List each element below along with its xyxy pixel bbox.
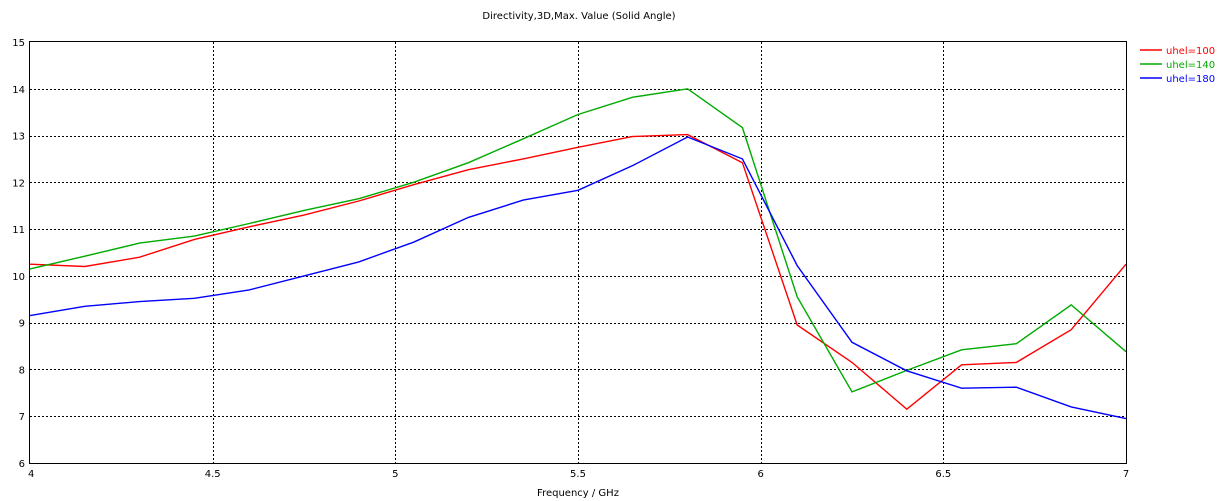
x-tick-label: 7 bbox=[1123, 469, 1129, 480]
y-tick-label: 9 bbox=[19, 319, 25, 330]
y-tick-label: 13 bbox=[12, 132, 25, 143]
y-tick-label: 11 bbox=[12, 225, 25, 236]
y-tick-label: 6 bbox=[19, 459, 25, 470]
grid-lines bbox=[30, 42, 1126, 463]
series-line-uhel=180 bbox=[29, 136, 1127, 420]
x-tick-label: 4 bbox=[28, 469, 34, 480]
series-line-uhel=100 bbox=[29, 133, 1127, 411]
y-tick-label: 14 bbox=[12, 85, 25, 96]
y-tick-label: 15 bbox=[12, 38, 25, 49]
legend-label: uhel=180 bbox=[1166, 74, 1215, 85]
series-line-uhel=140 bbox=[29, 88, 1127, 393]
y-tick-label: 10 bbox=[12, 272, 25, 283]
x-tick-label: 6 bbox=[757, 469, 763, 480]
chart-title: Directivity,3D,Max. Value (Solid Angle) bbox=[482, 11, 675, 22]
series-lines bbox=[29, 88, 1127, 420]
y-tick-label: 7 bbox=[19, 412, 25, 423]
x-tick-label: 5 bbox=[392, 469, 398, 480]
legend-label: uhel=100 bbox=[1166, 46, 1215, 57]
y-tick-label: 12 bbox=[12, 178, 25, 189]
plot-frame bbox=[29, 41, 1127, 464]
x-tick-label: 5.5 bbox=[570, 469, 586, 480]
legend: uhel=100 uhel=140 uhel=180 bbox=[1140, 46, 1215, 85]
x-tick-label: 4.5 bbox=[205, 469, 221, 480]
x-axis-label: Frequency / GHz bbox=[537, 488, 619, 499]
legend-label: uhel=140 bbox=[1166, 60, 1215, 71]
axis-ticks: 6 7 8 9 10 11 12 13 14 15 4 4.5 5 5.5 6 6.5 7 bbox=[12, 38, 1129, 480]
x-tick-label: 6.5 bbox=[935, 469, 951, 480]
y-tick-label: 8 bbox=[19, 365, 25, 376]
